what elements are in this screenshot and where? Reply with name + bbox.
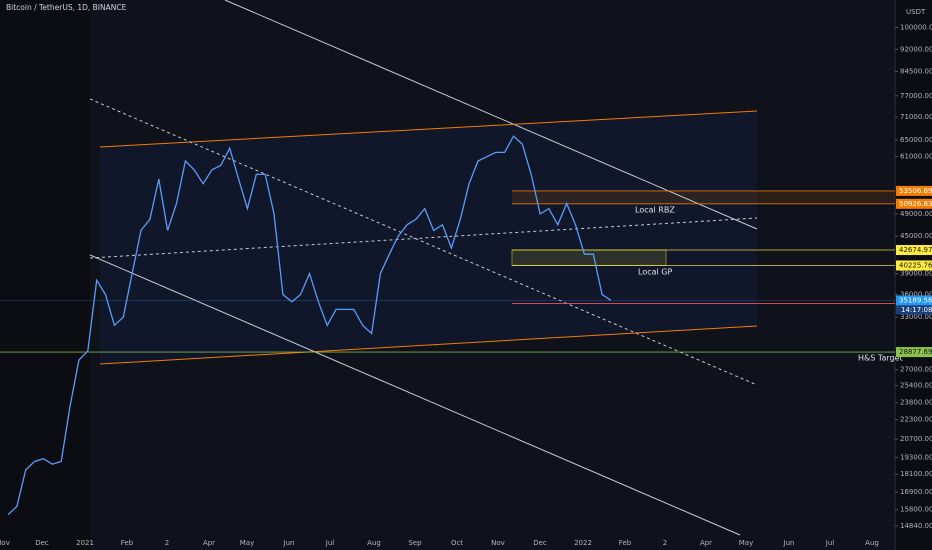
x-tick-label: Sep — [408, 539, 422, 547]
price-label-bg — [896, 260, 932, 271]
y-tick-label: 45000.00 — [900, 232, 932, 240]
channel-bottom — [99, 325, 758, 365]
x-tick-label: Apr — [700, 539, 712, 547]
y-tick-label: 16900.00 — [900, 488, 932, 496]
x-tick-label: Dec — [533, 539, 547, 547]
x-tick-label: Apr — [203, 539, 215, 547]
y-tick-label: 33000.00 — [900, 313, 932, 321]
zone — [512, 190, 895, 204]
y-tick-label: 15800.00 — [900, 506, 932, 514]
annotation: Local RBZ — [635, 206, 675, 215]
price-label-bg — [896, 185, 932, 196]
y-tick-label: 18100.00 — [900, 470, 932, 478]
price-label-bg — [896, 198, 932, 209]
annotation: Local GP — [638, 268, 672, 277]
countdown: 14:17:08 — [901, 306, 932, 314]
channel-fill — [100, 111, 757, 364]
x-tick-label: Feb — [619, 539, 632, 547]
x-tick-label: Feb — [121, 539, 134, 547]
plot-area — [90, 0, 895, 550]
trendline — [89, 254, 741, 536]
dashed-trendline — [89, 98, 758, 386]
x-tick-label: May — [240, 539, 254, 547]
countdown-bg — [896, 305, 932, 315]
x-tick-label: Nov — [491, 539, 505, 547]
x-tick-label: Jun — [283, 539, 295, 547]
x-tick-label: 2021 — [76, 539, 94, 547]
y-tick-label: 23800.00 — [900, 399, 932, 407]
y-tick-label: 39000.00 — [900, 270, 932, 278]
y-tick-label: 77000.00 — [900, 92, 932, 100]
price-label: 35189.56 — [899, 296, 932, 304]
x-tick-label: Aug — [865, 539, 879, 547]
price-line-series — [7, 135, 612, 516]
x-tick-label: 2 — [165, 539, 169, 547]
x-tick-label: May — [739, 539, 753, 547]
x-tick-label: 2 — [663, 539, 667, 547]
y-tick-label: 22300.00 — [900, 416, 932, 424]
y-tick-label: 100000.00 — [900, 24, 932, 32]
currency: USDT — [906, 8, 926, 16]
price-label: 50926.83 — [899, 200, 932, 208]
y-tick-label: 71000.00 — [900, 113, 932, 121]
price-label: 28877.69 — [899, 348, 932, 356]
zone — [511, 249, 667, 266]
y-tick-label: 19300.00 — [900, 453, 932, 461]
x-tick-label: Jun — [783, 539, 795, 547]
price-label: 42674.97 — [899, 246, 932, 254]
y-tick-label: 49000.00 — [900, 210, 932, 218]
y-tick-label: 36000.00 — [900, 290, 932, 298]
x-tick-label: Oct — [451, 539, 463, 547]
y-tick-label: 92000.00 — [900, 45, 932, 53]
y-tick-label: 14840.00 — [900, 522, 932, 530]
price-label: 53506.69 — [899, 187, 932, 195]
y-tick-label: 65000.00 — [900, 136, 932, 144]
y-tick-label: 61000.00 — [900, 153, 932, 161]
symbol-title: Bitcoin / TetherUS, 1D, BINANCE — [6, 3, 127, 12]
x-tick-label: 2022 — [574, 539, 592, 547]
y-tick-label: 27000.00 — [900, 366, 932, 374]
x-tick-label: Dec — [35, 539, 49, 547]
price-label: 40225.76 — [899, 261, 932, 269]
price-label-bg — [896, 245, 932, 256]
x-tick-label: Nov — [0, 539, 10, 547]
x-tick-label: Jul — [325, 539, 335, 547]
y-tick-label: 25400.00 — [900, 382, 932, 390]
channel-top — [99, 110, 758, 148]
annotation: H&S Target — [858, 354, 903, 363]
y-tick-label: 84500.00 — [900, 68, 932, 76]
y-tick-label: 20700.00 — [900, 435, 932, 443]
price-label-bg — [896, 295, 932, 306]
x-tick-label: Jul — [825, 539, 835, 547]
price-label-bg — [896, 347, 932, 358]
x-tick-label: Aug — [367, 539, 381, 547]
